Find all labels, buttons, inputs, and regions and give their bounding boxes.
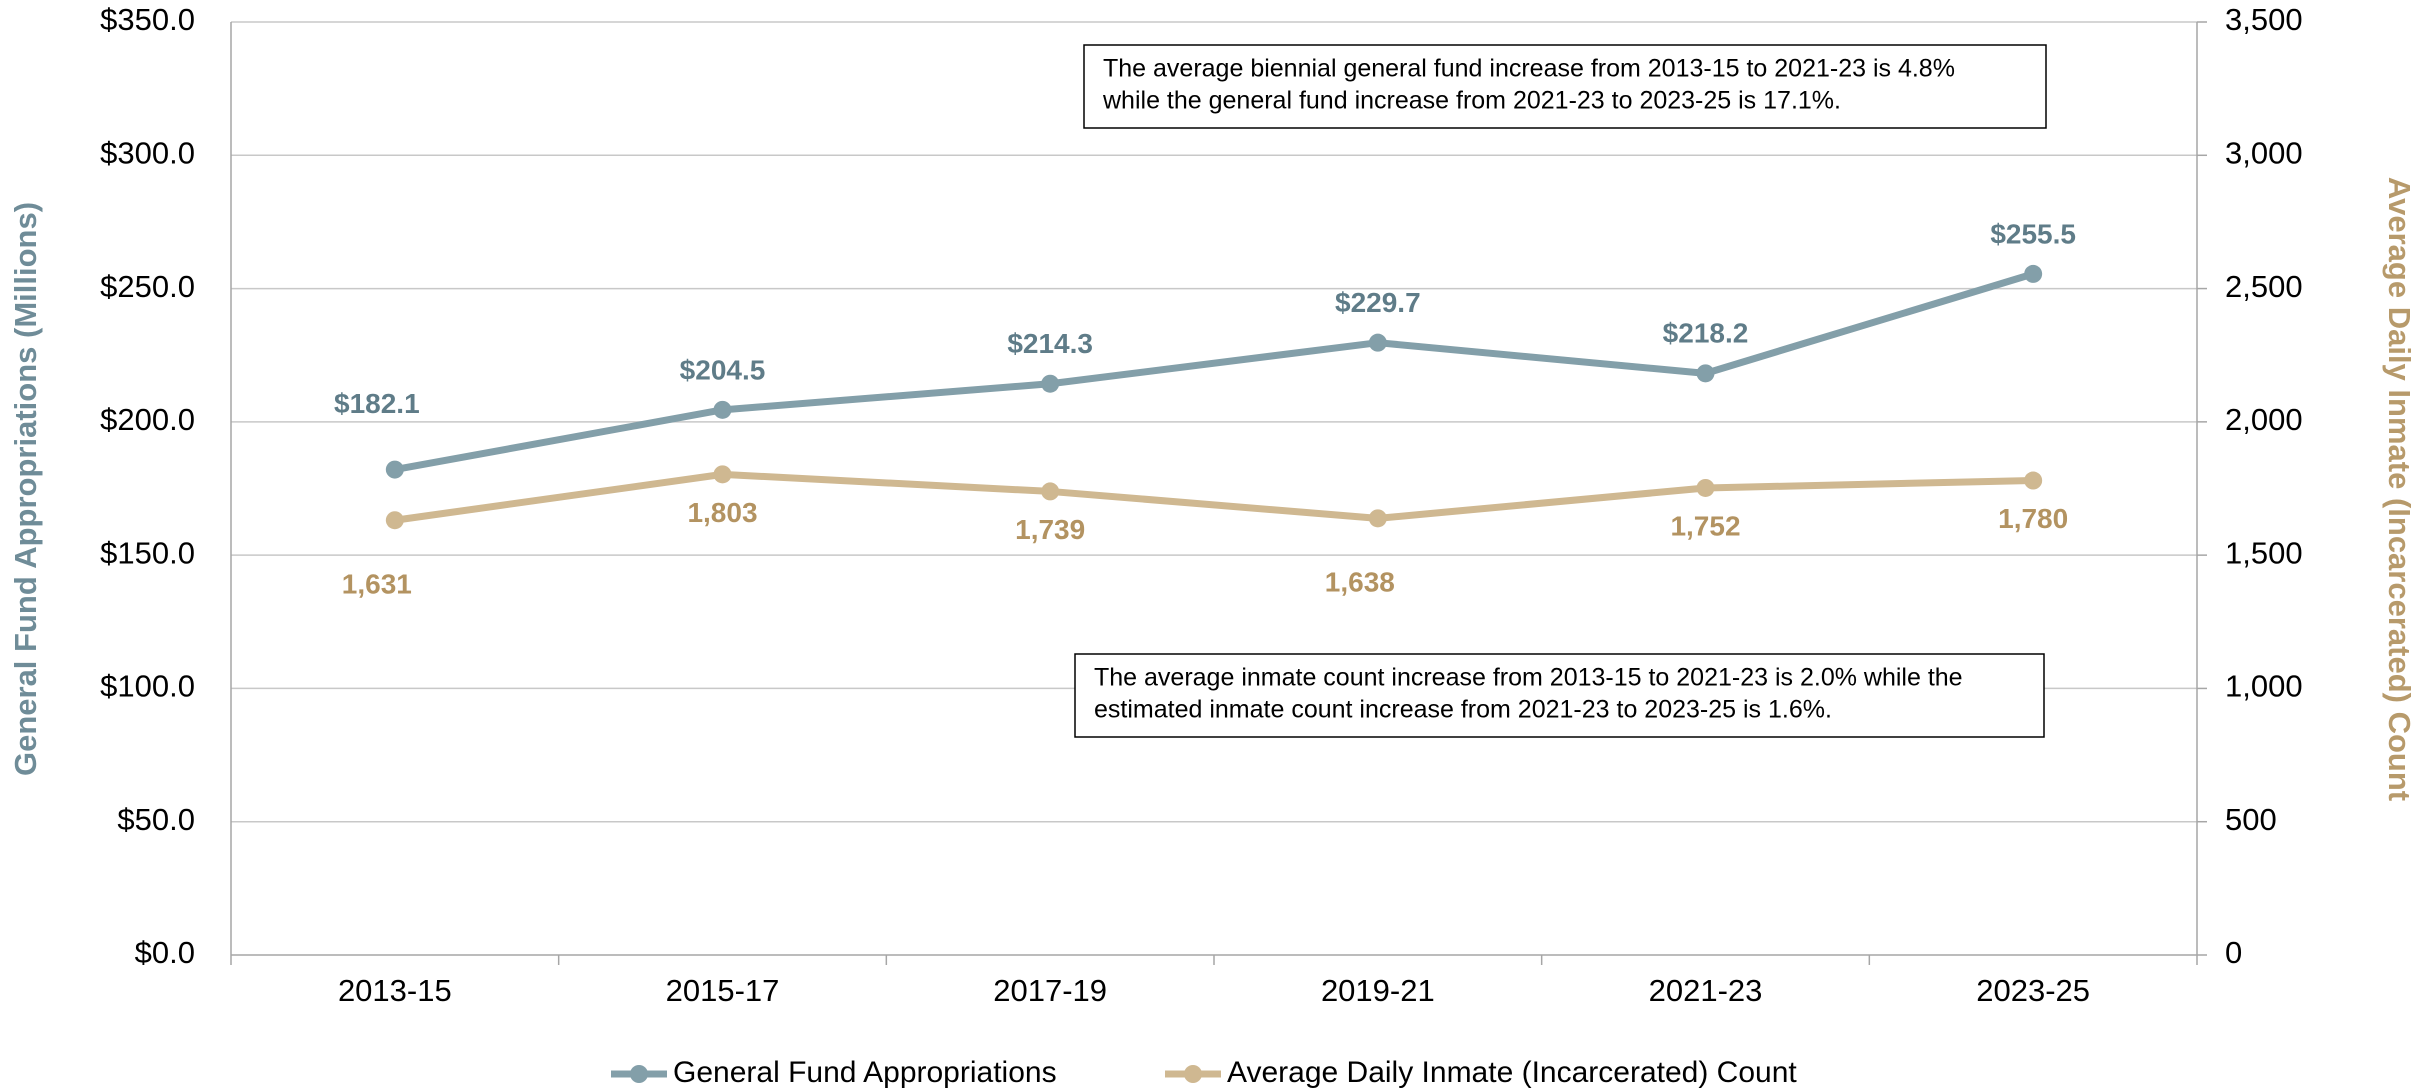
data-label: $214.3 [1007, 328, 1093, 359]
data-point [385, 460, 404, 479]
data-point [1368, 333, 1387, 352]
data-point [1368, 509, 1387, 528]
annotation-box [1083, 44, 2047, 129]
annotation-text: estimated inmate count increase from 202… [1094, 696, 1832, 724]
x-tick-label: 2023-25 [1976, 973, 2090, 1008]
y2-tick-label: 2,000 [2225, 402, 2303, 437]
data-label: 1,803 [687, 497, 757, 528]
y2-tick-label: 3,500 [2225, 2, 2303, 37]
y-tick-label: $200.0 [100, 402, 195, 437]
data-point [2024, 471, 2043, 490]
data-point [1696, 478, 1715, 497]
y-tick-label: $50.0 [117, 802, 195, 837]
annotation-text: The average inmate count increase from 2… [1094, 664, 1963, 692]
x-tick-label: 2021-23 [1649, 973, 1763, 1008]
data-label: 1,780 [1998, 503, 2068, 534]
data-point [713, 465, 732, 484]
data-label: $204.5 [680, 354, 766, 385]
data-point [2024, 264, 2043, 283]
legend-marker [1184, 1065, 1202, 1083]
data-point [1696, 364, 1715, 383]
y-tick-label: $150.0 [100, 535, 195, 570]
y2-tick-label: 3,000 [2225, 135, 2303, 170]
data-point [713, 400, 732, 419]
y2-tick-label: 1,000 [2225, 669, 2303, 704]
x-tick-label: 2019-21 [1321, 973, 1435, 1008]
legend-label: Average Daily Inmate (Incarcerated) Coun… [1227, 1056, 1797, 1088]
legend-label: General Fund Appropriations [673, 1056, 1057, 1088]
y2-axis-title: Average Daily Inmate (Incarcerated) Coun… [2382, 177, 2417, 801]
data-point [385, 511, 404, 530]
data-label: 1,638 [1325, 567, 1395, 598]
y-tick-label: $100.0 [100, 669, 195, 704]
y-axis-title: General Fund Appropriations (Millions) [8, 202, 43, 776]
y-tick-label: $250.0 [100, 269, 195, 304]
data-label: $229.7 [1335, 287, 1421, 318]
data-label: $255.5 [1990, 218, 2076, 249]
y-tick-label: $0.0 [135, 935, 195, 970]
annotation-box [1074, 653, 2045, 738]
series-line [394, 270, 2035, 474]
data-label: $218.2 [1663, 318, 1749, 349]
data-label: 1,739 [1015, 514, 1085, 545]
y2-tick-label: 0 [2225, 935, 2242, 970]
data-point [1041, 482, 1060, 501]
y2-tick-label: 2,500 [2225, 269, 2303, 304]
y-tick-label: $300.0 [100, 135, 195, 170]
y-tick-label: $350.0 [100, 2, 195, 37]
y2-tick-label: 500 [2225, 802, 2277, 837]
data-label: 1,631 [342, 569, 412, 600]
x-tick-label: 2015-17 [666, 973, 780, 1008]
x-tick-label: 2013-15 [338, 973, 452, 1008]
annotation-text: while the general fund increase from 202… [1102, 87, 1841, 115]
data-label: $182.1 [334, 388, 420, 419]
annotation-text: The average biennial general fund increa… [1103, 55, 1955, 83]
x-tick-label: 2017-19 [993, 973, 1107, 1008]
legend-marker [630, 1065, 648, 1083]
data-point [1041, 374, 1060, 393]
data-label: 1,752 [1670, 510, 1740, 541]
y2-tick-label: 1,500 [2225, 535, 2303, 570]
series-line [394, 470, 2034, 524]
